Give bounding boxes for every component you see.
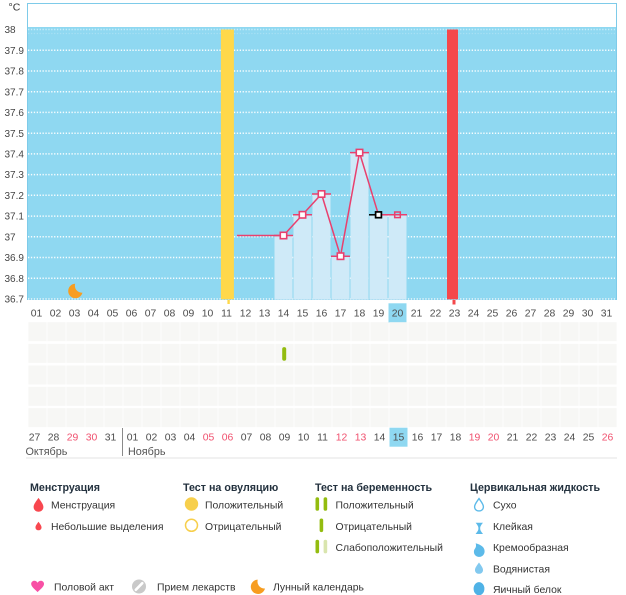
svg-text:04: 04	[184, 432, 196, 443]
svg-text:Тест на беременность: Тест на беременность	[315, 482, 433, 494]
svg-text:08: 08	[260, 432, 272, 443]
svg-text:Прием лекарств: Прием лекарств	[157, 583, 236, 594]
svg-text:21: 21	[507, 432, 519, 443]
svg-text:13: 13	[355, 432, 367, 443]
svg-text:25: 25	[487, 309, 499, 320]
svg-text:37.6: 37.6	[5, 108, 25, 119]
svg-text:Отрицательный: Отрицательный	[336, 522, 413, 533]
svg-text:Тест на овуляцию: Тест на овуляцию	[183, 482, 278, 494]
svg-text:26: 26	[506, 309, 518, 320]
svg-text:01: 01	[127, 432, 139, 443]
svg-text:37.5: 37.5	[5, 129, 25, 140]
svg-text:37.9: 37.9	[5, 46, 25, 57]
svg-text:37.7: 37.7	[5, 87, 25, 98]
svg-text:23: 23	[545, 432, 557, 443]
svg-text:03: 03	[165, 432, 177, 443]
svg-text:17: 17	[335, 309, 347, 320]
svg-text:08: 08	[164, 309, 176, 320]
svg-text:Менструация: Менструация	[51, 501, 115, 512]
svg-text:16: 16	[412, 432, 424, 443]
svg-text:20: 20	[392, 309, 404, 320]
svg-text:25: 25	[583, 432, 595, 443]
svg-text:19: 19	[373, 309, 385, 320]
svg-text:Менструация: Менструация	[30, 482, 100, 494]
svg-text:28: 28	[48, 432, 60, 443]
svg-text:Слабоположительный: Слабоположительный	[336, 542, 444, 554]
svg-text:04: 04	[88, 309, 100, 320]
svg-text:27: 27	[525, 309, 537, 320]
svg-text:30: 30	[582, 309, 594, 320]
svg-text:09: 09	[279, 432, 291, 443]
svg-text:26: 26	[602, 432, 614, 443]
svg-text:01: 01	[31, 309, 43, 320]
svg-text:31: 31	[105, 432, 117, 443]
svg-text:°C: °C	[9, 2, 21, 14]
svg-text:18: 18	[450, 432, 462, 443]
svg-text:02: 02	[50, 309, 62, 320]
svg-text:37.1: 37.1	[5, 212, 25, 223]
svg-text:15: 15	[297, 309, 309, 320]
svg-text:07: 07	[145, 309, 157, 320]
svg-text:Лунный календарь: Лунный календарь	[273, 583, 364, 594]
svg-text:09: 09	[183, 309, 195, 320]
svg-text:Половой акт: Половой акт	[54, 583, 114, 594]
svg-text:37.2: 37.2	[5, 191, 25, 202]
svg-text:Яичный белок: Яичный белок	[493, 584, 562, 595]
svg-text:22: 22	[430, 309, 442, 320]
svg-text:Сухо: Сухо	[493, 501, 517, 512]
svg-text:24: 24	[468, 309, 480, 320]
svg-text:13: 13	[259, 309, 271, 320]
svg-text:20: 20	[488, 432, 500, 443]
svg-text:37.3: 37.3	[5, 170, 25, 181]
svg-text:37: 37	[5, 232, 17, 243]
svg-text:Небольшие выделения: Небольшие выделения	[51, 521, 163, 533]
svg-text:11: 11	[221, 309, 232, 320]
svg-text:15: 15	[393, 432, 405, 443]
svg-text:36.9: 36.9	[5, 253, 25, 264]
svg-text:Ноябрь: Ноябрь	[128, 446, 166, 458]
svg-text:02: 02	[146, 432, 158, 443]
svg-text:12: 12	[240, 309, 252, 320]
svg-text:14: 14	[278, 309, 290, 320]
svg-text:37.4: 37.4	[5, 150, 25, 161]
svg-text:07: 07	[241, 432, 253, 443]
svg-text:Цервикальная жидкость: Цервикальная жидкость	[470, 482, 601, 494]
svg-text:27: 27	[29, 432, 41, 443]
svg-text:36.8: 36.8	[5, 274, 25, 285]
svg-text:Отрицательный: Отрицательный	[205, 522, 282, 533]
svg-text:10: 10	[298, 432, 310, 443]
svg-text:Положительный: Положительный	[336, 501, 414, 512]
svg-text:05: 05	[203, 432, 215, 443]
svg-text:11: 11	[317, 432, 328, 443]
svg-text:28: 28	[544, 309, 556, 320]
svg-text:22: 22	[526, 432, 538, 443]
svg-text:37.8: 37.8	[5, 67, 25, 78]
svg-text:36.7: 36.7	[5, 295, 25, 306]
svg-text:Водянистая: Водянистая	[493, 564, 550, 575]
svg-text:14: 14	[374, 432, 386, 443]
svg-text:19: 19	[469, 432, 481, 443]
svg-text:Кремообразная: Кремообразная	[493, 542, 569, 554]
svg-text:10: 10	[202, 309, 214, 320]
svg-text:30: 30	[86, 432, 98, 443]
svg-text:06: 06	[126, 309, 138, 320]
svg-text:24: 24	[564, 432, 576, 443]
svg-text:29: 29	[563, 309, 575, 320]
svg-text:16: 16	[316, 309, 328, 320]
svg-text:12: 12	[336, 432, 348, 443]
svg-text:29: 29	[67, 432, 79, 443]
svg-text:21: 21	[411, 309, 423, 320]
svg-text:05: 05	[107, 309, 119, 320]
svg-text:Клейкая: Клейкая	[493, 522, 533, 533]
svg-text:03: 03	[69, 309, 81, 320]
svg-text:17: 17	[431, 432, 443, 443]
svg-text:31: 31	[601, 309, 613, 320]
svg-text:18: 18	[354, 309, 366, 320]
svg-text:06: 06	[222, 432, 234, 443]
svg-text:Положительный: Положительный	[205, 501, 283, 512]
svg-text:Октябрь: Октябрь	[26, 446, 68, 458]
svg-text:38: 38	[5, 25, 17, 36]
svg-text:23: 23	[449, 309, 461, 320]
